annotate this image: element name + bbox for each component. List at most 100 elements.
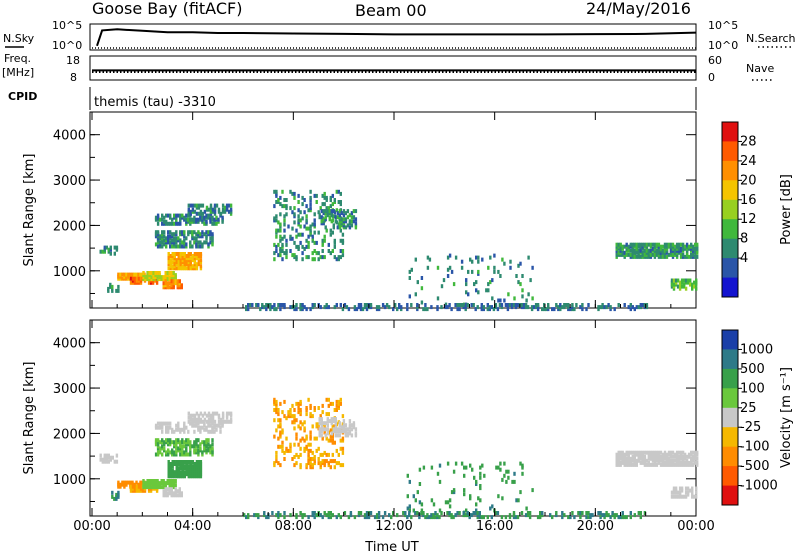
data-cell <box>667 252 671 257</box>
data-cell <box>323 305 326 310</box>
freq-tick-bottom: 8 <box>70 71 77 84</box>
colorbar-segment <box>722 466 738 486</box>
data-cell <box>643 303 647 307</box>
data-cell <box>150 271 153 275</box>
data-cell <box>404 511 407 515</box>
data-cell <box>223 205 227 210</box>
data-cell <box>199 411 203 416</box>
data-cell <box>150 275 153 280</box>
data-cell <box>176 493 179 498</box>
data-cell <box>299 224 302 229</box>
data-cell <box>659 462 663 467</box>
data-cell <box>334 433 337 438</box>
data-cell <box>135 484 139 489</box>
data-cell <box>305 412 308 417</box>
data-cell <box>285 198 288 202</box>
data-cell <box>273 204 276 209</box>
data-cell <box>338 217 341 222</box>
data-cell <box>217 219 220 224</box>
data-cell <box>655 242 659 247</box>
data-cell <box>191 203 195 208</box>
data-cell <box>283 457 286 461</box>
data-cell <box>162 275 165 280</box>
data-cell <box>161 429 164 434</box>
data-cell <box>354 209 358 214</box>
colorbar-tick-label: 500 <box>740 362 765 377</box>
data-cell <box>142 271 145 275</box>
data-cell <box>649 454 653 459</box>
data-cell <box>315 240 318 245</box>
data-cell <box>494 305 498 310</box>
data-cell <box>293 206 296 211</box>
data-cell <box>181 474 184 479</box>
data-cell <box>193 215 196 220</box>
data-cell <box>470 303 473 307</box>
data-cell <box>133 276 137 281</box>
data-cell <box>444 302 448 307</box>
data-cell <box>109 245 112 250</box>
data-cell <box>189 421 192 426</box>
data-cell <box>320 433 323 438</box>
colorbar-segment <box>722 219 738 240</box>
data-cell <box>289 513 292 518</box>
data-cell <box>406 473 409 478</box>
data-cell <box>452 469 456 474</box>
data-cell <box>183 440 186 445</box>
data-cell <box>617 242 620 247</box>
data-cell <box>323 238 326 243</box>
data-cell <box>161 213 164 218</box>
data-cell <box>169 464 172 469</box>
data-cell <box>275 408 278 412</box>
data-cell <box>693 284 696 289</box>
data-cell <box>193 256 197 261</box>
data-cell <box>154 242 158 247</box>
data-cell <box>299 232 302 237</box>
data-cell <box>333 240 336 245</box>
data-cell <box>199 446 202 451</box>
data-cell <box>172 279 175 284</box>
data-cell <box>305 214 308 219</box>
data-cell <box>335 461 338 466</box>
data-cell <box>350 427 354 432</box>
data-cell <box>563 303 566 307</box>
data-cell <box>167 213 170 218</box>
data-cell <box>217 217 220 222</box>
data-cell <box>695 486 698 491</box>
data-cell <box>174 273 177 278</box>
data-cell <box>321 202 324 207</box>
data-cell <box>613 307 616 312</box>
data-cell <box>333 459 336 464</box>
data-cell <box>191 464 195 469</box>
data-cell <box>211 238 214 243</box>
data-cell <box>491 296 494 301</box>
data-cell <box>207 244 210 249</box>
data-cell <box>295 432 298 437</box>
data-cell <box>325 412 328 417</box>
data-cell <box>179 446 182 451</box>
data-cell <box>307 397 310 402</box>
data-cell <box>377 305 381 310</box>
data-cell <box>171 232 174 237</box>
data-cell <box>281 430 284 435</box>
data-cell <box>448 265 452 270</box>
data-cell <box>209 240 212 245</box>
data-cell <box>643 454 647 459</box>
data-cell <box>615 513 618 518</box>
data-cell <box>479 498 482 503</box>
data-cell <box>635 458 638 463</box>
data-cell <box>101 457 104 462</box>
data-cell <box>639 511 642 515</box>
data-cell <box>211 438 214 443</box>
data-cell <box>506 305 510 310</box>
data-cell <box>281 303 284 307</box>
data-cell <box>325 195 328 200</box>
data-cell <box>185 446 188 451</box>
data-cell <box>337 257 340 262</box>
data-cell <box>465 290 468 295</box>
data-cell <box>510 305 514 310</box>
data-cell <box>342 423 346 428</box>
data-cell <box>641 460 644 465</box>
data-cell <box>458 303 461 307</box>
data-cell <box>121 482 124 487</box>
data-cell <box>477 290 480 295</box>
